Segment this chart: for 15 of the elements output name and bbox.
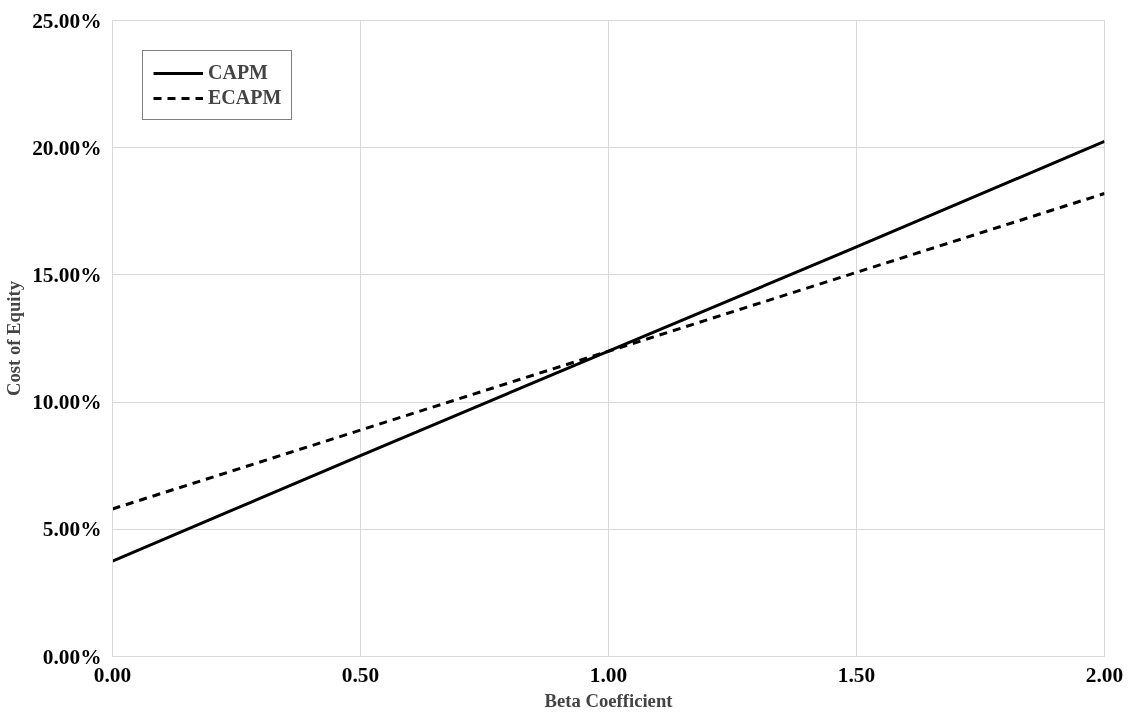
y-tick-label: 15.00% (32, 262, 102, 287)
legend-label: ECAPM (208, 86, 282, 109)
x-tick-label: 1.00 (589, 662, 628, 687)
legend-label: CAPM (208, 61, 268, 84)
line-series (112, 139, 1105, 563)
y-tick-label: 5.00% (42, 517, 102, 542)
y-tick-label: 10.00% (32, 390, 102, 415)
x-tick-label: 2.00 (1085, 662, 1124, 687)
y-tick-label: 20.00% (32, 135, 102, 160)
x-axis-title: Beta Coefficient (544, 689, 674, 711)
y-tick-label: 0.00% (42, 644, 102, 669)
y-axis-title: Cost of Equity (3, 280, 25, 397)
y-tick-label: 25.00% (32, 8, 102, 33)
x-tick-label: 1.50 (837, 662, 876, 687)
x-tick-label: 0.50 (341, 662, 380, 687)
